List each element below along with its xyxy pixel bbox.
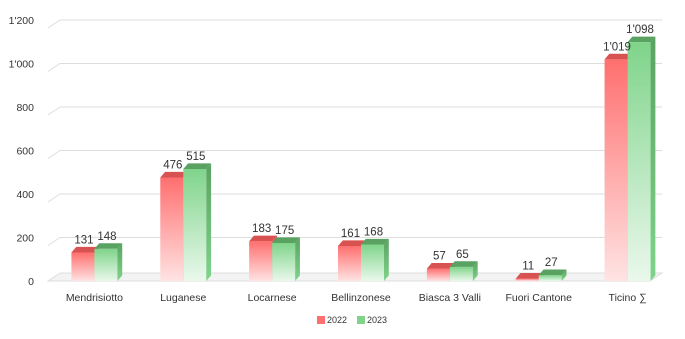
bar-group xyxy=(538,269,567,281)
y-tick-label: 1'000 xyxy=(9,59,35,71)
bar-top xyxy=(94,243,123,249)
bar-2023-fuori-cantone xyxy=(538,275,562,281)
y-tick-label: 1'200 xyxy=(9,15,35,27)
x-axis: Mendrisiotto Luganese Locarnese Bellinzones… xyxy=(66,292,647,304)
grid-line-depth xyxy=(47,106,61,116)
bar-side xyxy=(384,238,389,281)
y-tick-label: 800 xyxy=(16,102,34,114)
bar-2022-fuori-cantone xyxy=(515,278,539,281)
bar-2023-mendrisiotto xyxy=(94,248,118,281)
bar-layer xyxy=(71,36,656,282)
y-tick-label: 400 xyxy=(16,189,34,201)
y-tick-label: 600 xyxy=(16,146,34,158)
x-tick-label: Locarnese xyxy=(248,292,297,304)
bar-side xyxy=(295,237,300,281)
bar-side xyxy=(206,163,212,281)
data-label: 476 xyxy=(163,159,182,171)
bar-side xyxy=(472,261,478,281)
x-tick-label: Biasca 3 Valli xyxy=(419,292,481,304)
bar-2023-luganese xyxy=(183,168,207,281)
bar-top xyxy=(426,263,455,269)
x-tick-label: Mendrisiotto xyxy=(66,292,123,304)
bar-2022-mendrisiotto xyxy=(71,252,95,281)
data-label: 183 xyxy=(252,223,271,235)
bar-group xyxy=(449,261,478,281)
data-label: 57 xyxy=(433,251,446,263)
bar-side xyxy=(117,243,123,281)
data-label: 175 xyxy=(275,225,294,237)
grid-line-depth xyxy=(47,193,61,203)
bar-top xyxy=(449,261,478,267)
bar-top xyxy=(338,240,366,246)
bar-top xyxy=(160,171,189,178)
bar-group xyxy=(272,237,300,281)
bar-top xyxy=(249,235,277,242)
bar-top xyxy=(71,246,100,253)
legend-label: 2023 xyxy=(367,315,387,325)
grid-line-depth xyxy=(47,63,61,72)
bar-side xyxy=(650,36,656,282)
bar-2022-luganese xyxy=(160,177,184,281)
grid-layer xyxy=(47,19,662,246)
bar-2023-locarnese xyxy=(272,242,296,281)
data-label: 11 xyxy=(522,261,534,273)
bar-2023-biasca-3-valli xyxy=(449,266,473,281)
bar-top xyxy=(604,53,633,60)
legend-swatch xyxy=(357,316,365,324)
bar-group xyxy=(183,163,212,281)
bar-top xyxy=(627,36,656,43)
x-tick-label: Bellinzonese xyxy=(331,292,391,304)
bar-top xyxy=(515,273,544,279)
x-tick-label: Ticino ∑ xyxy=(609,292,647,304)
y-tick-label: 200 xyxy=(16,233,34,245)
data-label: 161 xyxy=(341,228,360,240)
bar-group xyxy=(94,243,123,281)
bar-group xyxy=(627,36,656,282)
x-tick-label: Fuori Cantone xyxy=(505,292,572,304)
bar-2022-biasca-3-valli xyxy=(426,268,450,281)
bar-2022-ticino- xyxy=(604,59,628,282)
bar-2023-ticino- xyxy=(627,42,651,282)
legend: 2022 2023 xyxy=(317,315,387,325)
bar-top xyxy=(272,237,300,243)
data-label: 168 xyxy=(364,226,383,238)
bar-top xyxy=(538,269,567,276)
data-label-layer: 131 148 476 515 183 175 161 168 57 65 11 27 1'019 1'0… xyxy=(74,24,654,272)
bar-group xyxy=(361,238,389,281)
data-label: 65 xyxy=(456,249,469,261)
data-label: 27 xyxy=(545,257,558,269)
data-label: 515 xyxy=(186,151,205,163)
y-axis: 0 200 400 600 800 1'000 1'200 xyxy=(9,15,35,288)
y-tick-label: 0 xyxy=(28,276,34,288)
bar-2022-locarnese xyxy=(249,241,273,281)
bar-side xyxy=(561,269,567,281)
grid-line-depth xyxy=(47,19,61,29)
x-tick-label: Luganese xyxy=(160,292,206,304)
data-label: 1'098 xyxy=(626,24,654,36)
bar-top xyxy=(183,163,212,169)
bar-2022-bellinzonese xyxy=(338,245,361,281)
grid-line-depth xyxy=(47,237,61,246)
bar-2023-bellinzonese xyxy=(361,244,384,281)
data-label: 148 xyxy=(97,231,116,243)
legend-label: 2022 xyxy=(327,315,347,325)
bar-top xyxy=(361,238,389,245)
data-label: 1'019 xyxy=(603,41,631,53)
grid-line-depth xyxy=(47,150,61,159)
data-label: 131 xyxy=(74,235,93,247)
legend-swatch xyxy=(317,316,325,324)
